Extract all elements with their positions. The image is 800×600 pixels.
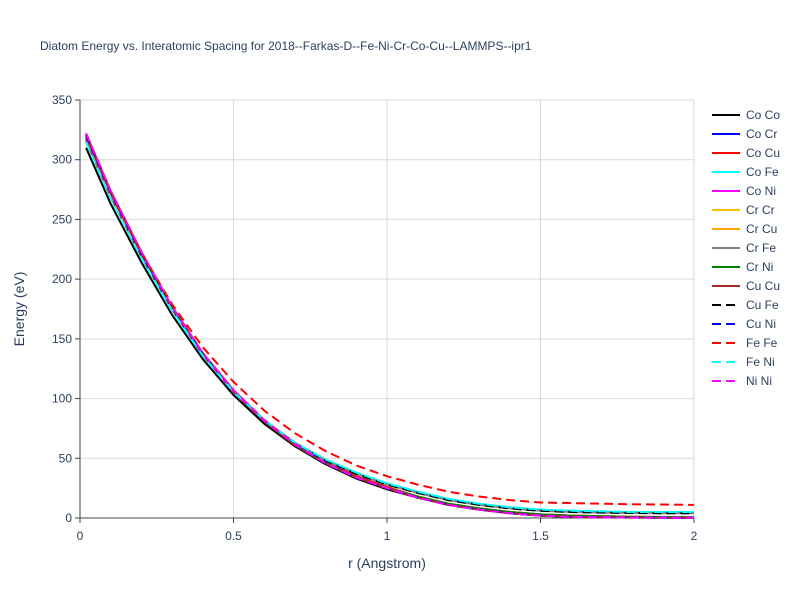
legend-label: Cu Ni (746, 317, 776, 331)
x-tick-labels: 0 0.5 1 1.5 2 (77, 518, 698, 543)
legend-item[interactable]: Cu Cu (712, 279, 780, 293)
legend-item[interactable]: Ni Ni (712, 374, 772, 388)
legend-item[interactable]: Fe Fe (712, 336, 778, 350)
x-tick-label: 1.5 (532, 529, 549, 543)
y-tick-label: 350 (52, 93, 72, 107)
series-line-ni-ni (85, 133, 695, 519)
x-axis-title: r (Angstrom) (348, 555, 426, 571)
y-tick-label: 100 (52, 392, 72, 406)
y-tick-label: 150 (52, 332, 72, 346)
x-tick-label: 1 (384, 529, 391, 543)
x-tick-label: 0 (77, 529, 84, 543)
legend-label: Co Cr (746, 127, 777, 141)
legend-item[interactable]: Cu Ni (712, 317, 776, 331)
series-lines (85, 133, 695, 519)
x-tick-label: 2 (691, 529, 698, 543)
legend-label: Cr Cu (746, 222, 777, 236)
y-tick-label: 300 (52, 153, 72, 167)
y-tick-label: 50 (59, 451, 73, 465)
legend-item[interactable]: Co Ni (712, 184, 776, 198)
legend-label: Cu Fe (746, 298, 779, 312)
y-tick-labels: 0 50 100 150 200 250 300 350 (52, 93, 80, 525)
grid-lines (80, 99, 695, 518)
legend-label: Cr Ni (746, 260, 773, 274)
legend-label: Co Co (746, 108, 780, 122)
legend-item[interactable]: Cr Cu (712, 222, 777, 236)
series-line-fe-ni (85, 141, 694, 513)
legend-label: Ni Ni (746, 374, 772, 388)
legend-item[interactable]: Co Cu (712, 146, 780, 160)
x-tick-label: 0.5 (225, 529, 242, 543)
y-axis-title: Energy (eV) (11, 272, 27, 347)
legend-label: Cu Cu (746, 279, 780, 293)
legend-label: Co Cu (746, 146, 780, 160)
legend-item[interactable]: Cr Fe (712, 241, 776, 255)
y-tick-label: 200 (52, 272, 72, 286)
legend-label: Fe Ni (746, 355, 775, 369)
y-tick-label: 250 (52, 212, 72, 226)
legend-label: Cr Fe (746, 241, 776, 255)
legend[interactable]: Co Co Co Cr Co Cu Co Fe Co Ni Cr Cr Cr Cu Cr Fe… (712, 108, 780, 388)
legend-label: Fe Fe (746, 336, 778, 350)
legend-label: Co Fe (746, 165, 779, 179)
legend-item[interactable]: Co Co (712, 108, 780, 122)
legend-label: Co Ni (746, 184, 776, 198)
y-tick-label: 0 (65, 511, 72, 525)
legend-item[interactable]: Fe Ni (712, 355, 775, 369)
legend-item[interactable]: Cu Fe (712, 298, 779, 312)
chart-title: Diatom Energy vs. Interatomic Spacing fo… (40, 39, 532, 53)
legend-item[interactable]: Cr Cr (712, 203, 775, 217)
legend-item[interactable]: Co Fe (712, 165, 779, 179)
legend-item[interactable]: Cr Ni (712, 260, 773, 274)
legend-label: Cr Cr (746, 203, 775, 217)
legend-item[interactable]: Co Cr (712, 127, 777, 141)
series-line-fe-fe (85, 140, 695, 506)
